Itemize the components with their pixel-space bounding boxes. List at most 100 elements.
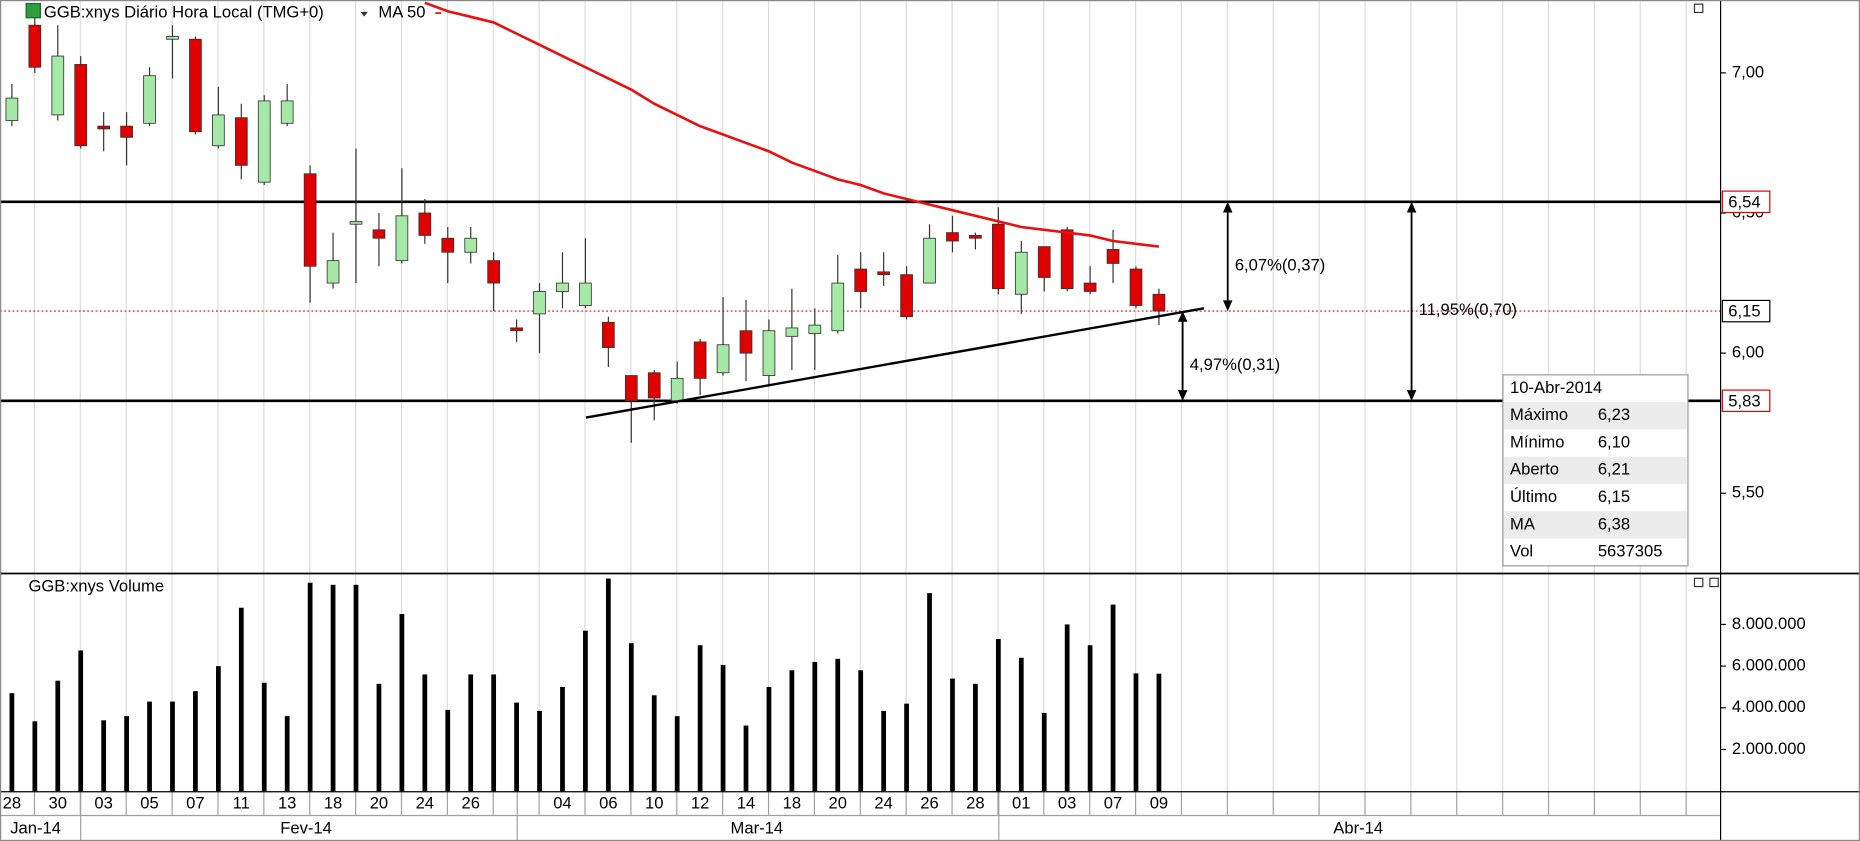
candle-body [74, 64, 88, 147]
price-badge [1721, 299, 1771, 323]
ma-line [424, 1, 1160, 248]
volume-bar [766, 686, 772, 792]
volume-bar [468, 674, 474, 792]
volume-bar [1156, 673, 1162, 792]
x-tick-label: 20 [370, 794, 388, 813]
dropdown-icon[interactable] [360, 11, 368, 17]
volume-bar [101, 720, 107, 792]
x-tick-label: 26 [461, 794, 479, 813]
candle-body [280, 100, 294, 124]
measure-label: 11,95%(0,70) [1419, 300, 1517, 319]
volume-bar [491, 674, 497, 792]
month-label: Fev-14 [280, 819, 332, 838]
candle-body [372, 229, 386, 239]
arrow-head [1222, 300, 1233, 312]
volume-bar [605, 578, 611, 792]
x-tick-label: 13 [278, 794, 296, 813]
candle-body [28, 24, 42, 68]
month-label: Mar-14 [731, 819, 784, 838]
volume-bar [330, 584, 336, 792]
x-tick-label: 11 [233, 794, 250, 813]
volume-bar [904, 703, 909, 792]
info-label: Aberto [1510, 460, 1559, 479]
candle-body [624, 375, 638, 402]
x-tick-label: 18 [783, 794, 801, 813]
volume-bar [1041, 713, 1047, 792]
candle-body [602, 321, 615, 348]
candle-body [1106, 249, 1120, 264]
info-box-title: 10-Abr-2014 [1510, 378, 1602, 397]
volume-bar [674, 716, 680, 792]
x-tick-label: 20 [829, 794, 847, 813]
x-tick-label: 24 [874, 794, 892, 813]
volume-bar [537, 710, 542, 792]
volume-bar [995, 639, 1001, 792]
candle-body [97, 125, 111, 130]
candle-body [647, 372, 661, 399]
price-badge [1721, 190, 1771, 214]
measure-label: 6,07%(0,37) [1235, 255, 1325, 274]
candle-body [189, 38, 202, 133]
x-tick-label: 28 [3, 794, 21, 813]
volume-bar [927, 593, 932, 792]
volume-bar [1087, 645, 1093, 792]
x-tick-label: 26 [920, 794, 938, 813]
info-row-bg [1504, 402, 1687, 430]
x-tick-label: 01 [1012, 794, 1030, 813]
x-tick-label: 24 [416, 794, 434, 813]
candle-body [212, 114, 225, 147]
volume-bar [789, 670, 795, 792]
volume-bar [973, 683, 978, 792]
maximize-button[interactable] [1693, 3, 1704, 14]
candle-body [969, 235, 982, 239]
candle-body [762, 330, 776, 376]
candle-body [487, 260, 500, 284]
x-tick-label: 07 [186, 794, 204, 813]
price-badge [1721, 389, 1771, 413]
maximize-button[interactable] [1693, 577, 1704, 588]
candle-body [464, 237, 478, 253]
candle-body [877, 271, 890, 276]
info-label: Vol [1510, 542, 1533, 561]
y-tick-label: 2.000.000 [1732, 739, 1806, 758]
candle-body [670, 377, 684, 402]
price-badge-label: 6,15 [1728, 302, 1760, 321]
trend-line [585, 307, 1205, 419]
volume-bar [1064, 624, 1070, 792]
candle-body [808, 324, 822, 334]
measure-label: 4,97%(0,31) [1190, 355, 1280, 374]
volume-bar [147, 701, 152, 792]
candle-body [533, 291, 546, 315]
volume-bar [215, 666, 221, 792]
candle-body [923, 237, 936, 284]
volume-bar [307, 582, 313, 792]
symbol-icon [25, 2, 41, 19]
candle-body [556, 282, 569, 292]
price-badge-label: 5,83 [1728, 391, 1760, 410]
close-button[interactable] [1709, 577, 1719, 588]
volume-bar [261, 682, 267, 792]
candle-body [441, 237, 455, 253]
arrow-head [1406, 390, 1417, 401]
candle-body [51, 55, 65, 116]
arrow-head [1406, 201, 1417, 213]
volume-bar [9, 693, 15, 792]
x-tick-label: 03 [1058, 794, 1076, 813]
candle-body [120, 125, 133, 138]
candle-body [143, 75, 156, 124]
candle-body [900, 274, 913, 318]
info-value: 6,10 [1598, 432, 1630, 451]
info-label: Último [1510, 487, 1557, 506]
x-tick-label: 10 [645, 794, 663, 813]
candle-body [579, 282, 592, 306]
candle-body [992, 223, 1005, 290]
volume-bar [514, 702, 519, 792]
info-label: Máximo [1510, 405, 1568, 424]
candle-body [510, 327, 523, 332]
candle-body [785, 327, 799, 337]
candle-body [1014, 251, 1028, 295]
volume-bar [445, 709, 451, 792]
volume-bar [422, 674, 428, 792]
